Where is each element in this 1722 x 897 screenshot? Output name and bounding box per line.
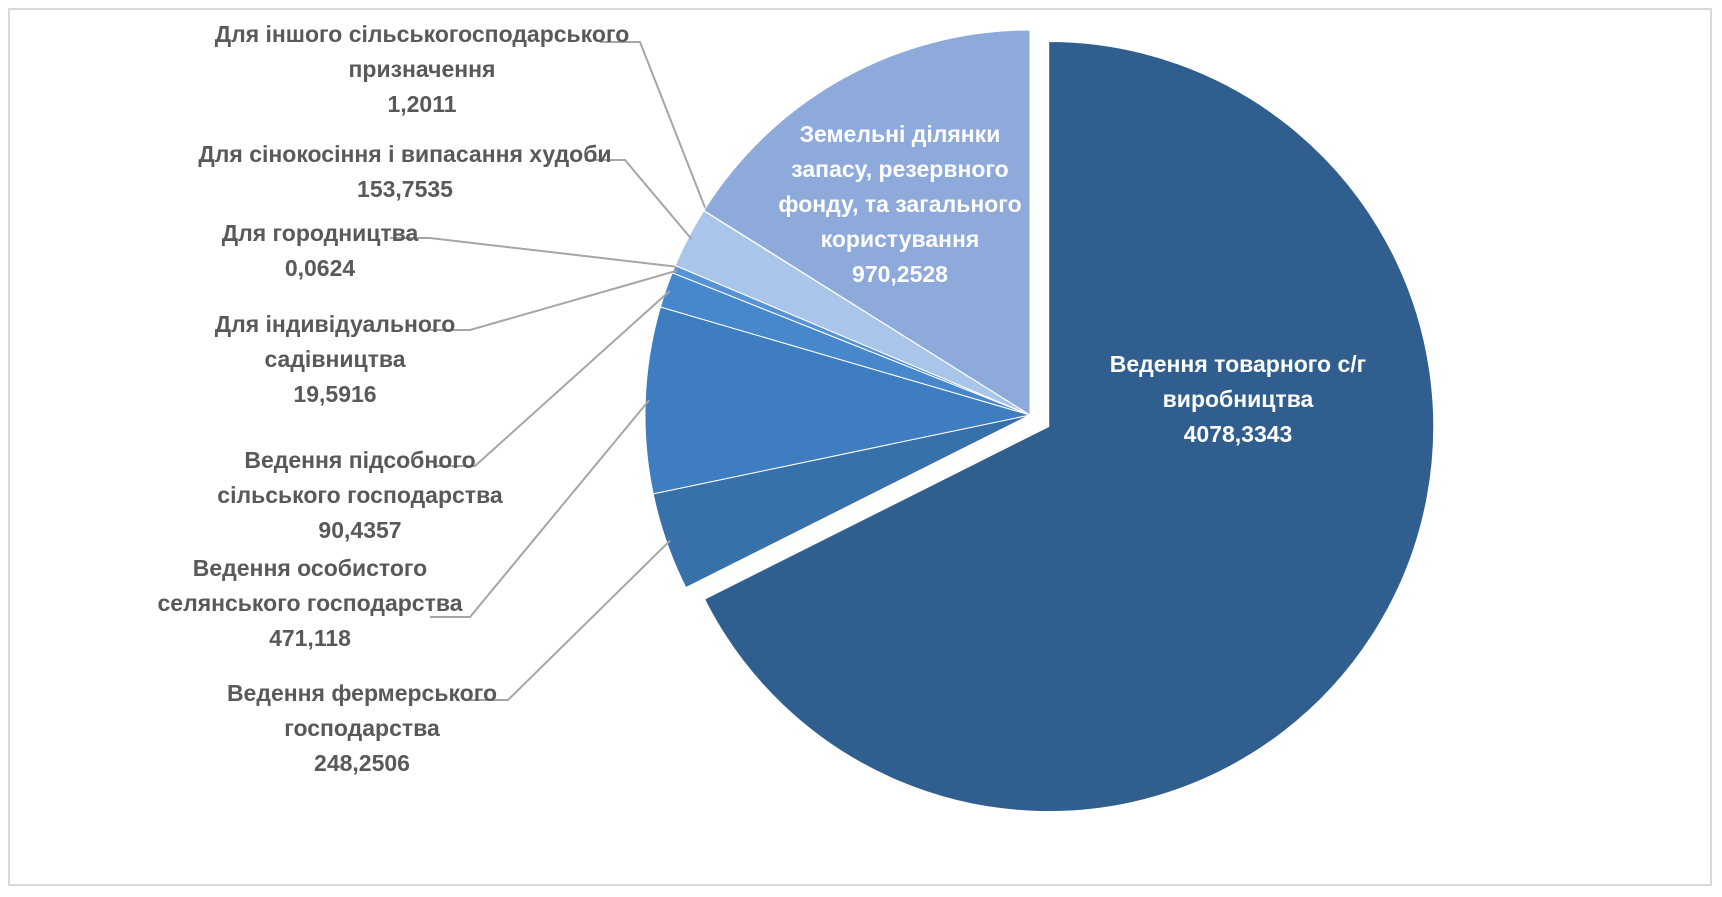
value-label: 248,2506 <box>314 750 410 776</box>
data-label: Ведення товарного с/г виробництва 4078,33… <box>1110 347 1367 452</box>
data-label: Для городництва 0,0624 <box>222 216 419 286</box>
data-label: Ведення фермерського господарства 248,250… <box>227 676 497 781</box>
data-label: Ведення підсобного сільського господарст… <box>217 443 502 548</box>
category-label: Для іншого сільськогосподарського призна… <box>214 21 630 82</box>
category-label: Для городництва <box>221 220 419 246</box>
leader-line <box>585 159 693 240</box>
leader-line <box>430 269 678 331</box>
category-label: Для індивідуального садівництва <box>214 311 456 372</box>
pie-slice <box>644 306 1031 495</box>
category-label: Ведення фермерського господарства <box>226 680 498 741</box>
data-label: Ведення особистого селянського господарс… <box>158 551 463 656</box>
value-label: 0,0624 <box>284 255 356 281</box>
value-label: 1,2011 <box>387 91 457 117</box>
leader-line <box>435 290 671 467</box>
category-label: Для сінокосіння і випасання худоби <box>198 141 612 167</box>
data-label: Земельні ділянки запасу, резервного фонд… <box>778 117 1021 292</box>
leader-line <box>430 399 650 618</box>
leader-line <box>468 539 671 701</box>
value-label: 90,4357 <box>318 517 402 543</box>
category-label: Ведення особистого селянського господарс… <box>157 555 463 616</box>
leader-line <box>600 41 708 214</box>
category-label: Ведення товарного с/г виробництва <box>1109 351 1367 412</box>
value-label: 19,5916 <box>293 381 377 407</box>
value-label: 153,7535 <box>357 176 453 202</box>
data-label: Для індивідуального садівництва 19,5916 <box>215 307 456 412</box>
category-label: Ведення підсобного сільського господарст… <box>217 447 503 508</box>
pie-slice <box>703 41 1435 813</box>
chart-frame <box>8 8 1712 886</box>
pie-slice <box>703 29 1031 416</box>
category-label: Земельні ділянки запасу, резервного фонд… <box>778 121 1022 252</box>
leader-line <box>390 237 679 268</box>
value-label: 471,118 <box>269 625 351 651</box>
value-label: 970,2528 <box>852 261 948 287</box>
value-label: 4078,3343 <box>1183 421 1293 447</box>
data-label: Для іншого сільськогосподарського призна… <box>215 17 630 122</box>
data-label: Для сінокосіння і випасання худоби 153,75… <box>198 137 611 207</box>
